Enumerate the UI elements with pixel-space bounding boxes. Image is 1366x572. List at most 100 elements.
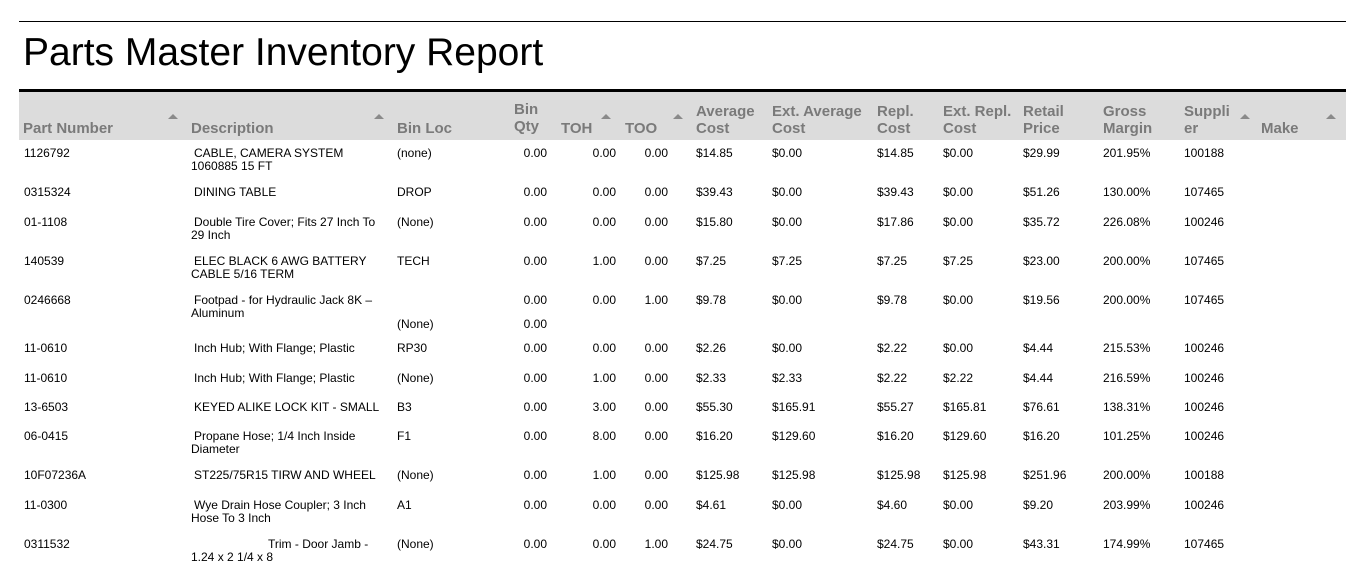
cell-extrepl: $0.00 [943, 341, 974, 355]
col-make[interactable]: Make [1261, 120, 1299, 137]
col-too[interactable]: TOO [625, 120, 658, 137]
cell-toh: 0.00 [592, 498, 616, 512]
col-supplier[interactable]: Suppli er [1184, 103, 1230, 137]
cell-extrepl: $2.22 [943, 371, 974, 385]
cell-retail: $16.20 [1023, 429, 1060, 443]
cell-too: 0.00 [644, 341, 668, 355]
cell-margin: 201.95% [1103, 146, 1151, 160]
cell-extavg: $0.00 [772, 498, 803, 512]
cell-binqty: 0.00 [523, 254, 547, 268]
cell-supplier: 107465 [1184, 254, 1225, 268]
cell-supplier: 107465 [1184, 185, 1225, 199]
cell-part: 11-0300 [24, 498, 68, 512]
cell-binqty: 0.00 [523, 400, 547, 414]
sort-arrow-icon[interactable] [1326, 114, 1336, 119]
col-bin-qty-line1: Bin [514, 101, 539, 118]
cell-too: 0.00 [644, 429, 668, 443]
cell-description: Wye Drain Hose Coupler; 3 Inch Hose To 3 … [191, 499, 391, 525]
table-header: Part Number Description Bin Loc Bin Qty T… [19, 92, 1346, 140]
cell-avg: $24.75 [696, 537, 733, 551]
page-title: Parts Master Inventory Report [23, 31, 544, 74]
col-repl-cost[interactable]: Repl. Cost [877, 103, 914, 137]
cell-supplier: 100246 [1184, 215, 1225, 229]
cell-description: ST225/75R15 TIRW AND WHEEL [191, 469, 391, 482]
cell-too: 0.00 [644, 185, 668, 199]
cell-description: Footpad - for Hydraulic Jack 8K – Aluminu… [191, 294, 391, 320]
col-ext-repl-cost[interactable]: Ext. Repl. Cost [943, 103, 1011, 137]
cell-bin: (None) [397, 215, 434, 229]
description-line-1: Wye Drain Hose Coupler; 3 Inch [194, 498, 366, 512]
cell-extrepl: $129.60 [943, 429, 987, 443]
cell-extavg: $2.33 [772, 371, 803, 385]
cell-margin: 130.00% [1103, 185, 1151, 199]
sort-arrow-icon[interactable] [601, 114, 611, 119]
cell-repl: $7.25 [877, 254, 908, 268]
cell-retail: $35.72 [1023, 215, 1060, 229]
sort-arrow-icon[interactable] [1240, 114, 1250, 119]
cell-binqty: 0.00 [523, 215, 547, 229]
cell-binqty: 0.00 [523, 537, 547, 551]
cell-toh: 0.00 [592, 341, 616, 355]
header-rule [19, 89, 1346, 92]
col-gross-margin-line1: Gross [1103, 103, 1147, 120]
cell-extrepl: $125.98 [943, 468, 987, 482]
cell-binqty: 0.00 [523, 429, 547, 443]
cell-supplier: 100246 [1184, 341, 1225, 355]
cell-too: 0.00 [644, 215, 668, 229]
col-gross-margin-line2: Margin [1103, 120, 1153, 137]
cell-binqty: 0.00 [523, 341, 547, 355]
cell-description: Double Tire Cover; Fits 27 Inch To 29 Inc… [191, 216, 391, 242]
cell-extavg: $0.00 [772, 293, 803, 307]
cell-too: 1.00 [644, 293, 668, 307]
cell-extrepl: $0.00 [943, 185, 974, 199]
cell-retail: $251.96 [1023, 468, 1067, 482]
cell-retail: $4.44 [1023, 371, 1054, 385]
sort-arrow-icon[interactable] [673, 114, 683, 119]
cell-bin: A1 [397, 498, 412, 512]
col-average-cost-line1: Average [696, 103, 755, 120]
cell-toh: 0.00 [592, 185, 616, 199]
cell-margin: 215.53% [1103, 341, 1151, 355]
cell-retail: $29.99 [1023, 146, 1060, 160]
description-line-1: Propane Hose; 1/4 Inch Inside [194, 429, 356, 443]
sort-arrow-icon[interactable] [374, 114, 384, 119]
col-bin-qty[interactable]: Bin Qty [514, 101, 539, 135]
col-toh[interactable]: TOH [561, 120, 593, 137]
cell-retail: $43.31 [1023, 537, 1060, 551]
cell-description: DINING TABLE [191, 186, 391, 199]
cell-too: 0.00 [644, 400, 668, 414]
col-ext-average-cost[interactable]: Ext. Average Cost [772, 103, 862, 137]
col-description[interactable]: Description [191, 120, 274, 137]
cell-too: 1.00 [644, 537, 668, 551]
cell-binqty: 0.00 [523, 468, 547, 482]
description-line-2: CABLE 5/16 TERM [191, 267, 295, 281]
sort-arrow-icon[interactable] [168, 114, 178, 119]
cell-avg: $55.30 [696, 400, 733, 414]
description-line-2: 1.24 x 2 1/4 x 8 [191, 550, 274, 564]
col-retail-price[interactable]: Retail Price [1023, 103, 1064, 137]
col-part-number[interactable]: Part Number [23, 120, 114, 137]
col-supplier-line2: er [1184, 120, 1199, 137]
cell-extrepl: $0.00 [943, 146, 974, 160]
description-line-2: Diameter [191, 442, 240, 456]
cell-repl: $125.98 [877, 468, 921, 482]
cell-extrepl: $0.00 [943, 293, 974, 307]
cell-part: 13-6503 [24, 400, 69, 414]
col-gross-margin[interactable]: Gross Margin [1103, 103, 1152, 137]
col-bin-loc[interactable]: Bin Loc [397, 120, 452, 137]
cell-too: 0.00 [644, 254, 668, 268]
cell-description: Inch Hub; With Flange; Plastic [191, 342, 391, 355]
cell-extrepl: $0.00 [943, 215, 974, 229]
cell-binqty: 0.00 [523, 146, 547, 160]
cell-part: 0246668 [24, 293, 71, 307]
col-ext-average-cost-line1: Ext. Average [772, 103, 862, 120]
cell-extavg: $0.00 [772, 215, 803, 229]
cell-avg: $16.20 [696, 429, 733, 443]
cell-binqty: 0.00 [523, 185, 547, 199]
col-average-cost[interactable]: Average Cost [696, 103, 755, 137]
cell-supplier: 100246 [1184, 371, 1225, 385]
col-retail-price-line1: Retail [1023, 103, 1064, 120]
description-line-1: KEYED ALIKE LOCK KIT - SMALL [194, 400, 380, 414]
cell-supplier: 100246 [1184, 400, 1225, 414]
cell-avg: $2.33 [696, 371, 727, 385]
